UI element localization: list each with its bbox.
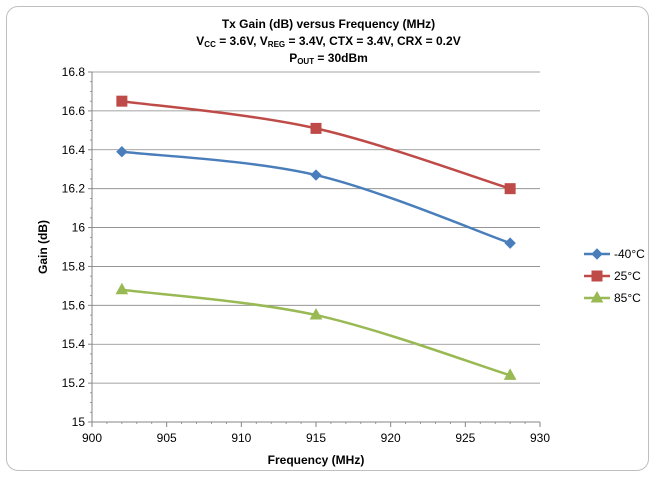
data-point (310, 122, 322, 134)
legend-marker (591, 248, 603, 260)
legend-label: 25°C (614, 269, 641, 283)
x-tick-label: 915 (306, 431, 326, 445)
data-point (504, 183, 516, 195)
chart-subtitle: VCC = 3.6V, VREG = 3.4V, CTX = 3.4V, CRX… (196, 34, 461, 49)
y-tick-label: 16 (72, 221, 86, 235)
data-point (116, 95, 128, 107)
y-axis-label: Gain (dB) (36, 220, 50, 274)
data-point (309, 308, 323, 320)
y-tick-label: 16.2 (62, 182, 86, 196)
series-line (121, 150, 511, 245)
chart-frame (6, 6, 649, 471)
legend-label: -40°C (614, 247, 645, 261)
data-point (310, 169, 322, 181)
x-tick-label: 910 (231, 431, 251, 445)
y-tick-label: 15.8 (62, 259, 86, 273)
x-tick-label: 905 (157, 431, 177, 445)
data-point (116, 146, 128, 158)
legend-marker (591, 270, 603, 282)
y-tick-label: 15 (72, 415, 86, 429)
x-axis-label: Frequency (MHz) (268, 453, 365, 467)
data-point (504, 237, 516, 249)
x-tick-label: 920 (381, 431, 401, 445)
x-tick-label: 930 (530, 431, 550, 445)
x-tick-label: 925 (455, 431, 475, 445)
data-point (503, 368, 517, 380)
y-tick-label: 15.4 (62, 337, 86, 351)
y-tick-label: 16.8 (62, 65, 86, 79)
y-tick-label: 15.6 (62, 298, 86, 312)
legend-label: 85°C (614, 291, 641, 305)
y-tick-label: 15.2 (62, 376, 86, 390)
x-tick-label: 900 (82, 431, 102, 445)
y-tick-label: 16.6 (62, 104, 86, 118)
chart-subtitle-2: POUT = 30dBm (289, 51, 368, 66)
y-tick-label: 16.4 (62, 143, 86, 157)
legend-marker (590, 290, 604, 303)
data-point (115, 282, 129, 295)
chart-title: Tx Gain (dB) versus Frequency (MHz) (221, 17, 436, 31)
series-line (121, 288, 511, 377)
